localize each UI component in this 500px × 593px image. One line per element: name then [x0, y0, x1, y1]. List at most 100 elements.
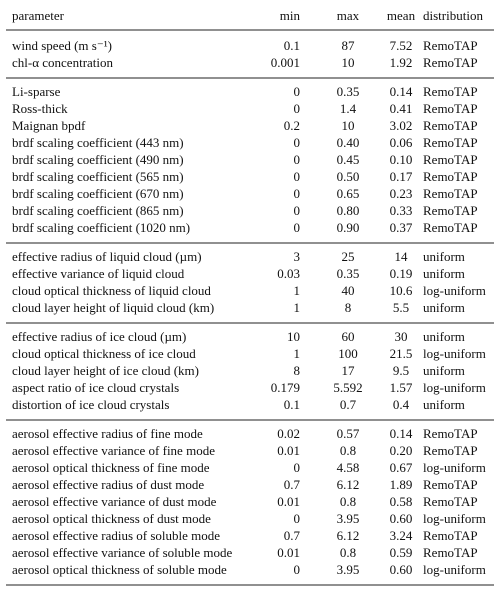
distribution-cell: RemoTAP — [423, 220, 478, 235]
min-cell: 0.01 — [277, 443, 300, 458]
max-cell: 0.8 — [340, 443, 356, 458]
min-cell: 0 — [294, 220, 301, 235]
distribution-cell: uniform — [423, 329, 465, 344]
min-cell: 0.001 — [271, 55, 300, 70]
min-cell: 0 — [294, 84, 301, 99]
max-cell: 0.40 — [337, 135, 360, 150]
max-cell: 6.12 — [337, 477, 360, 492]
parameter-cell: wind speed (m s⁻¹) — [12, 38, 112, 53]
parameter-cell: aspect ratio of ice cloud crystals — [12, 380, 179, 395]
max-cell: 4.58 — [337, 460, 360, 475]
distribution-cell: RemoTAP — [423, 169, 478, 184]
min-cell: 3 — [294, 249, 301, 264]
max-cell: 25 — [342, 249, 355, 264]
min-cell: 0 — [294, 135, 301, 150]
min-cell: 0 — [294, 460, 301, 475]
parameter-cell: Li-sparse — [12, 84, 61, 99]
mean-cell: 0.33 — [390, 203, 413, 218]
min-cell: 1 — [294, 300, 301, 315]
mean-cell: 5.5 — [393, 300, 409, 315]
distribution-cell: RemoTAP — [423, 494, 478, 509]
min-cell: 0.7 — [284, 528, 301, 543]
max-cell: 6.12 — [337, 528, 360, 543]
parameter-cell: aerosol effective variance of fine mode — [12, 443, 215, 458]
parameter-cell: brdf scaling coefficient (1020 nm) — [12, 220, 190, 235]
header-cell: parameter — [12, 8, 65, 23]
distribution-cell: RemoTAP — [423, 426, 478, 441]
mean-cell: 3.24 — [390, 528, 413, 543]
max-cell: 0.57 — [337, 426, 360, 441]
max-cell: 0.8 — [340, 494, 356, 509]
distribution-cell: log-uniform — [423, 283, 486, 298]
min-cell: 0 — [294, 101, 301, 116]
distribution-cell: log-uniform — [423, 380, 486, 395]
max-cell: 0.35 — [337, 84, 360, 99]
max-cell: 17 — [342, 363, 356, 378]
parameter-cell: effective variance of liquid cloud — [12, 266, 185, 281]
distribution-cell: uniform — [423, 300, 465, 315]
mean-cell: 0.10 — [390, 152, 413, 167]
max-cell: 0.45 — [337, 152, 360, 167]
parameter-cell: aerosol optical thickness of soluble mod… — [12, 562, 227, 577]
max-cell: 100 — [338, 346, 358, 361]
distribution-cell: log-uniform — [423, 511, 486, 526]
distribution-cell: RemoTAP — [423, 38, 478, 53]
mean-cell: 0.17 — [390, 169, 413, 184]
mean-cell: 0.60 — [390, 511, 413, 526]
parameter-cell: brdf scaling coefficient (865 nm) — [12, 203, 184, 218]
max-cell: 0.80 — [337, 203, 360, 218]
mean-cell: 14 — [395, 249, 409, 264]
parameter-cell: cloud layer height of ice cloud (km) — [12, 363, 199, 378]
min-cell: 0 — [294, 152, 301, 167]
min-cell: 0.03 — [277, 266, 300, 281]
mean-cell: 0.4 — [393, 397, 410, 412]
max-cell: 10 — [342, 55, 355, 70]
header-cell: distribution — [423, 8, 483, 23]
max-cell: 0.50 — [337, 169, 360, 184]
mean-cell: 1.57 — [390, 380, 413, 395]
mean-cell: 0.20 — [390, 443, 413, 458]
parameter-cell: chl-α concentration — [12, 55, 114, 70]
max-cell: 0.8 — [340, 545, 356, 560]
max-cell: 5.592 — [333, 380, 362, 395]
max-cell: 0.90 — [337, 220, 360, 235]
parameter-cell: aerosol effective radius of dust mode — [12, 477, 204, 492]
mean-cell: 10.6 — [390, 283, 413, 298]
min-cell: 0 — [294, 511, 301, 526]
parameter-cell: brdf scaling coefficient (490 nm) — [12, 152, 184, 167]
distribution-cell: RemoTAP — [423, 186, 478, 201]
min-cell: 1 — [294, 346, 301, 361]
parameter-cell: distortion of ice cloud crystals — [12, 397, 169, 412]
header-cell: mean — [387, 8, 416, 23]
distribution-cell: log-uniform — [423, 460, 486, 475]
distribution-cell: RemoTAP — [423, 528, 478, 543]
distribution-cell: RemoTAP — [423, 118, 478, 133]
mean-cell: 0.41 — [390, 101, 413, 116]
min-cell: 0.2 — [284, 118, 300, 133]
max-cell: 3.95 — [337, 511, 360, 526]
header-cell: min — [280, 8, 301, 23]
max-cell: 40 — [342, 283, 355, 298]
mean-cell: 1.92 — [390, 55, 413, 70]
mean-cell: 0.59 — [390, 545, 413, 560]
mean-cell: 7.52 — [390, 38, 413, 53]
min-cell: 0 — [294, 186, 301, 201]
mean-cell: 0.06 — [390, 135, 413, 150]
max-cell: 0.35 — [337, 266, 360, 281]
max-cell: 10 — [342, 118, 355, 133]
mean-cell: 1.89 — [390, 477, 413, 492]
mean-cell: 21.5 — [390, 346, 413, 361]
mean-cell: 30 — [395, 329, 408, 344]
distribution-cell: RemoTAP — [423, 135, 478, 150]
parameter-cell: cloud layer height of liquid cloud (km) — [12, 300, 214, 315]
parameter-cell: cloud optical thickness of ice cloud — [12, 346, 196, 361]
max-cell: 0.65 — [337, 186, 360, 201]
parameter-cell: aerosol effective variance of soluble mo… — [12, 545, 233, 560]
distribution-cell: log-uniform — [423, 562, 486, 577]
min-cell: 0.1 — [284, 38, 300, 53]
parameter-cell: Maignan bpdf — [12, 118, 86, 133]
min-cell: 0.179 — [271, 380, 300, 395]
mean-cell: 0.60 — [390, 562, 413, 577]
mean-cell: 9.5 — [393, 363, 409, 378]
